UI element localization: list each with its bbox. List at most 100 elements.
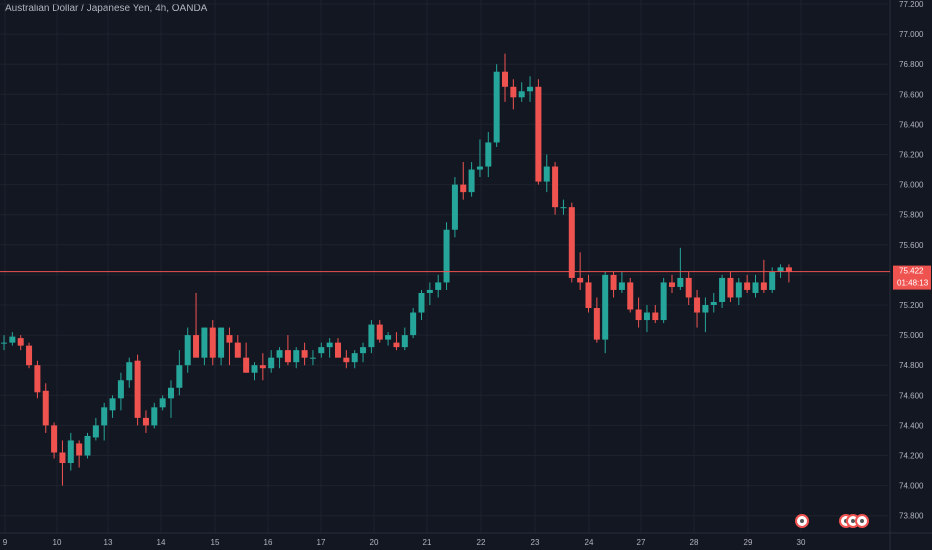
current-price-badge: 75.422 01:48:13 — [893, 265, 931, 290]
candle-body — [393, 342, 400, 348]
candle — [151, 402, 158, 429]
candle-body — [218, 327, 225, 358]
candle — [593, 297, 600, 343]
candle-body — [259, 365, 266, 369]
candle — [142, 410, 149, 433]
price-tick-label: 76.600 — [899, 90, 924, 99]
candle — [568, 202, 575, 283]
candle-body — [760, 282, 767, 290]
candle — [677, 247, 684, 290]
candle — [510, 79, 517, 110]
candle — [785, 264, 792, 283]
candle-body — [84, 435, 91, 456]
candle — [92, 417, 99, 441]
candle — [702, 297, 709, 333]
chart-title: Australian Dollar / Japanese Yen, 4h, OA… — [5, 3, 208, 14]
candle-body — [719, 277, 726, 302]
candle — [602, 271, 609, 354]
candle-body — [785, 267, 792, 272]
candle — [468, 162, 475, 197]
candle-body — [593, 308, 600, 340]
candle — [727, 271, 734, 302]
candle-body — [176, 365, 183, 388]
candle — [627, 277, 634, 313]
candle-body — [426, 289, 433, 293]
candle-body — [34, 365, 41, 393]
candle — [393, 332, 400, 351]
candle-body — [184, 335, 191, 366]
candle — [744, 274, 751, 293]
candle — [34, 360, 41, 399]
candle — [209, 320, 216, 366]
candle-body — [627, 282, 634, 310]
candle — [485, 131, 492, 178]
candle-countdown: 01:48:13 — [897, 279, 929, 288]
candle-body — [510, 86, 517, 98]
candle-body — [67, 440, 74, 464]
economic-event-icon[interactable] — [855, 514, 869, 528]
candle — [251, 362, 258, 381]
candle-body — [9, 336, 16, 343]
candle-body — [702, 305, 709, 313]
candle-body — [694, 297, 701, 313]
candle-body — [502, 71, 508, 87]
candle-body — [301, 350, 308, 358]
price-tick-label: 74.200 — [899, 452, 924, 461]
candle — [385, 332, 392, 346]
candle-body — [669, 282, 675, 287]
candle-body — [209, 327, 216, 358]
candle-body — [376, 324, 383, 340]
candle — [685, 271, 692, 305]
price-tick-label: 74.600 — [899, 391, 924, 400]
candle-body — [351, 353, 358, 363]
candle-body — [284, 350, 291, 363]
candle-body — [443, 229, 450, 283]
candle-body — [243, 357, 250, 373]
candle — [184, 327, 191, 373]
candle — [284, 335, 291, 366]
time-tick-label: 13 — [104, 538, 113, 547]
candle — [293, 347, 300, 369]
candle-body — [568, 207, 575, 278]
price-axis[interactable]: 77.200 77.000 76.800 76.600 76.400 76.200 76.0… — [899, 0, 924, 521]
candle — [426, 282, 433, 305]
candle-body — [251, 365, 258, 373]
candle — [126, 357, 133, 388]
candle — [176, 350, 183, 396]
candle-body — [168, 387, 174, 399]
candle — [259, 353, 266, 381]
candle — [42, 383, 49, 433]
time-tick-label: 29 — [744, 538, 753, 547]
candle — [193, 292, 200, 358]
candle-body — [159, 398, 166, 408]
time-tick-label: 22 — [477, 538, 486, 547]
price-tick-label: 75.600 — [899, 241, 924, 250]
candle-body — [26, 345, 33, 366]
candle — [9, 332, 16, 346]
candle-body — [410, 312, 417, 336]
time-axis[interactable]: 9 10 13 14 15 16 17 20 21 22 23 24 27 28 29 30 — [3, 538, 806, 547]
candle — [502, 53, 508, 102]
candle-body — [468, 169, 475, 193]
time-tick-label: 24 — [585, 538, 594, 547]
candle — [26, 342, 33, 369]
economic-event-icon[interactable] — [795, 514, 809, 528]
candle — [752, 274, 759, 298]
candle-body — [401, 335, 408, 348]
candle — [669, 274, 675, 293]
candle-body — [485, 142, 492, 167]
candle — [360, 342, 367, 363]
candle-body — [710, 301, 717, 305]
candle — [451, 177, 458, 238]
candle-body — [17, 338, 24, 346]
candle — [552, 162, 559, 215]
candles — [1, 53, 792, 486]
candle-body — [451, 184, 458, 230]
candle — [719, 274, 726, 309]
candle-body — [1, 342, 7, 344]
time-tick-label: 20 — [370, 538, 379, 547]
candle-body — [493, 71, 500, 143]
candle — [351, 350, 358, 369]
candle — [760, 259, 767, 293]
